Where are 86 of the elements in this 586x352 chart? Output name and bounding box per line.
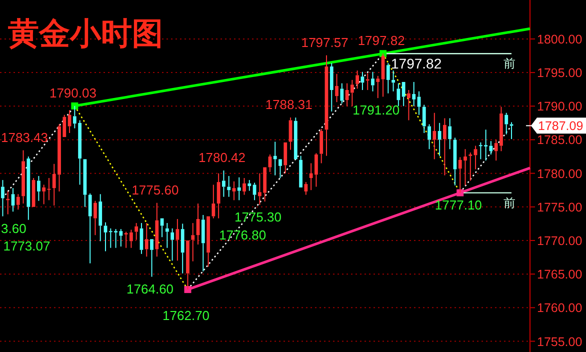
y-tick-label: 1775.00 (537, 200, 582, 214)
y-tick-label: 1785.00 (537, 133, 582, 148)
candlestick (273, 141, 277, 176)
candlestick (448, 118, 452, 150)
candlestick (88, 192, 92, 264)
ref-line-label: 1787.09 (538, 119, 584, 134)
candlestick (340, 82, 344, 104)
candlestick (320, 128, 324, 164)
y-tick-label: 1770.00 (537, 234, 582, 248)
candlestick (26, 156, 30, 220)
series-label: 前 (504, 56, 516, 71)
point (71, 102, 78, 110)
candlestick (453, 137, 457, 186)
candlestick (42, 184, 46, 205)
candlestick (22, 150, 25, 204)
text: 黄金小时图 (8, 16, 163, 51)
y-tick-label: 1755.00 (537, 334, 582, 349)
candlestick (417, 90, 421, 116)
candlestick (428, 124, 431, 150)
annotation: 1780.42 (198, 150, 246, 165)
candlestick (237, 176, 241, 201)
y-tick-label: 1790.00 (537, 100, 582, 114)
candlestick (227, 176, 231, 198)
candlestick (98, 194, 102, 242)
y-tick-label: 1800.00 (537, 32, 582, 46)
candlestick (396, 82, 400, 107)
annotation: 1797.57 (301, 34, 348, 50)
annotation: 1791.20 (352, 102, 400, 118)
annotation: 1776.80 (219, 227, 266, 242)
y-tick-label: 1795.00 (537, 66, 582, 80)
candlestick (165, 222, 169, 248)
candlestick (442, 118, 446, 176)
candlestick (422, 104, 426, 134)
candlestick (330, 62, 334, 112)
annotation: 1764.60 (126, 281, 174, 296)
series-label: 前 (504, 196, 516, 210)
candlestick (356, 70, 360, 90)
candlestick (392, 70, 395, 92)
candlestick (350, 79, 354, 107)
candlestick (371, 71, 374, 92)
candlestick (134, 222, 138, 240)
annotation: 1797.82 (358, 33, 405, 48)
candlestick (170, 228, 174, 262)
annotation: 1788.31 (265, 96, 312, 112)
y-tick-label: 1780.00 (537, 166, 582, 181)
candlestick (191, 222, 195, 262)
candlestick (155, 202, 159, 258)
annotation: 1783.43 (1, 130, 48, 145)
candlestick (242, 178, 246, 196)
candlestick (407, 90, 410, 121)
data-label: 1797.82 (391, 56, 442, 72)
candlestick (94, 200, 97, 236)
annotation: 1773.07 (3, 238, 50, 254)
candlestick (37, 176, 40, 202)
candlestick (222, 170, 226, 198)
candlestick (176, 218, 180, 262)
y-tick-label: 1760.00 (537, 301, 582, 316)
candlestick (304, 182, 308, 196)
annotation: 1790.03 (49, 85, 96, 100)
candlestick (201, 214, 205, 272)
candlestick (376, 75, 380, 99)
candlestick (412, 81, 416, 107)
point (184, 286, 192, 294)
annotation: 1775.30 (234, 209, 282, 224)
candlestick (16, 194, 20, 210)
annotation: 1762.70 (162, 308, 210, 324)
candlestick (216, 172, 220, 219)
candlestick (504, 112, 508, 135)
candlestick (180, 223, 184, 274)
y-tick-label: 1765.00 (537, 268, 582, 282)
annotation: 1777.10 (434, 197, 482, 212)
candlestick (1, 180, 4, 217)
candlestick (335, 73, 338, 103)
candlestick (144, 222, 148, 258)
candlestick (104, 222, 108, 252)
candlestick (252, 182, 256, 201)
candlestick (432, 112, 436, 160)
candlestick (232, 180, 236, 201)
candlestick (212, 184, 216, 219)
annotation: 3.60 (1, 220, 26, 236)
candlestick (248, 180, 252, 192)
candlestick (268, 154, 272, 172)
point (456, 189, 464, 196)
candlestick (468, 152, 472, 182)
candlestick (386, 62, 390, 94)
annotation: 1775.60 (132, 182, 179, 198)
